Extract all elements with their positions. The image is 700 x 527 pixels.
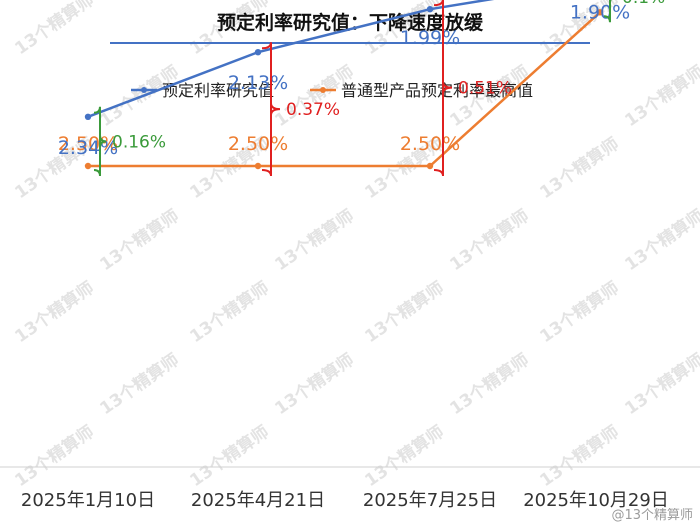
watermark-text: 13个精算师 xyxy=(361,421,448,491)
watermark-text: 13个精算师 xyxy=(621,349,700,419)
watermark-text: 13个精算师 xyxy=(621,205,700,275)
data-label: 1.99% xyxy=(400,27,460,49)
watermark-text: 13个精算师 xyxy=(621,61,700,131)
watermark-text: 13个精算师 xyxy=(536,277,623,347)
watermark-text: 13个精算师 xyxy=(186,277,273,347)
watermark-text: 13个精算师 xyxy=(271,205,358,275)
series-line-research-value xyxy=(87,0,495,118)
watermark-text: 13个精算师 xyxy=(11,421,98,491)
legend-marker xyxy=(141,87,147,93)
data-label: 2.34% xyxy=(58,137,118,159)
credit-text: @13个精算师 xyxy=(611,508,693,523)
watermark-text: 13个精算师 xyxy=(446,205,533,275)
watermark-text: 13个精算师 xyxy=(536,421,623,491)
data-label: 1.90% xyxy=(570,2,630,24)
gap-bracket xyxy=(603,0,612,23)
data-point xyxy=(84,162,92,170)
data-label: 2.13% xyxy=(228,72,288,94)
data-point xyxy=(426,162,434,170)
watermark-text: 13个精算师 xyxy=(271,349,358,419)
data-point xyxy=(254,162,262,170)
legend-marker xyxy=(320,87,326,93)
chart-title: 预定利率研究值：下降速度放缓 xyxy=(217,11,484,34)
watermark-text: 13个精算师 xyxy=(446,349,533,419)
data-point xyxy=(84,113,92,121)
watermark-text: 13个精算师 xyxy=(96,349,183,419)
data-label: 2.00% xyxy=(595,0,655,1)
gap-bracket xyxy=(93,106,107,177)
gap-label: 0.16% xyxy=(112,132,166,152)
data-point xyxy=(596,9,604,16)
watermark-text: 13个精算师 xyxy=(536,133,623,203)
legend: 预定利率研究值 普通型产品预定利率最高值 xyxy=(131,81,533,100)
data-point xyxy=(254,49,262,56)
legend-item-research-value: 预定利率研究值 xyxy=(162,81,274,100)
plot-area: 2.50% 2.50% 2.50% 2.00% 2.34% 2.13% 1.99% 1.90%… xyxy=(58,0,665,177)
watermark-text: 13个精算师 xyxy=(361,277,448,347)
gap-bracket xyxy=(433,0,453,177)
gap-label: 0.1% xyxy=(622,0,665,8)
gap-bracket xyxy=(261,42,281,177)
data-label: 2.50% xyxy=(228,133,288,155)
watermark-text: 13个精算师 xyxy=(186,421,273,491)
data-label: 2.50% xyxy=(400,133,460,155)
watermark-text: 13个精算师 xyxy=(11,0,98,59)
x-tick-label: 2025年7月25日 xyxy=(363,490,497,511)
gap-label: 0.51% xyxy=(458,79,512,99)
data-point xyxy=(426,6,434,13)
watermark-text: 13个精算师 xyxy=(96,205,183,275)
x-axis-ticks: 2025年1月10日 2025年4月21日 2025年7月25日 2025年10月29… xyxy=(21,490,669,511)
data-label: 2.50% xyxy=(58,133,118,155)
gap-label: 0.37% xyxy=(286,100,340,120)
x-tick-label: 2025年4月21日 xyxy=(191,490,325,511)
x-tick-label: 2025年10月29日 xyxy=(523,490,669,511)
x-tick-label: 2025年1月10日 xyxy=(21,490,155,511)
legend-item-max-rate: 普通型产品预定利率最高值 xyxy=(341,81,533,100)
series-line-max-rate xyxy=(88,11,601,168)
watermark-text: 13个精算师 xyxy=(11,277,98,347)
